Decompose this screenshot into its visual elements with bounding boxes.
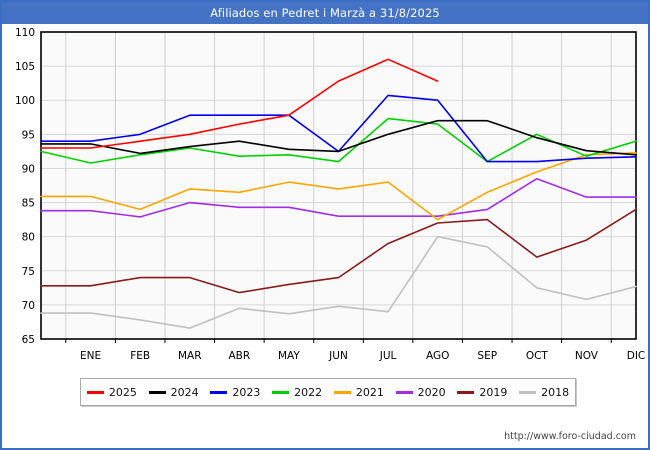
legend-item-2019[interactable]: 2019 xyxy=(457,386,507,399)
legend-item-2020[interactable]: 2020 xyxy=(395,385,446,399)
legend-label: 2024 xyxy=(170,385,199,399)
legend-swatch-icon xyxy=(86,390,104,394)
chart-title: Afiliados en Pedret i Marzà a 31/8/2025 xyxy=(210,6,440,20)
x-axis-tick-label: JUL xyxy=(379,350,397,362)
y-axis-tick-label: 85 xyxy=(22,198,35,210)
series-line-2019 xyxy=(40,208,637,294)
legend-swatch-icon xyxy=(395,390,413,394)
x-axis-tick-label: NOV xyxy=(575,350,599,362)
plot-area: FORO-CIUDAD.COM 65707580859095100105110E… xyxy=(2,24,648,364)
x-axis-tick-label: AGO xyxy=(426,350,449,362)
footer-url: http://www.foro-ciudad.com xyxy=(504,431,636,442)
legend-item-2024[interactable]: 2024 xyxy=(148,385,199,399)
x-axis-tick-label: MAR xyxy=(178,350,202,362)
x-axis-tick-label: DIC xyxy=(627,350,646,362)
legend-item-2018[interactable]: 2018 xyxy=(519,386,569,399)
y-axis-tick-label: 70 xyxy=(22,300,35,312)
y-axis-tick-label: 105 xyxy=(15,61,35,73)
legend-label: 2025 xyxy=(108,385,137,399)
legend-label: 2019 xyxy=(479,385,508,399)
x-axis-tick-label: MAY xyxy=(278,350,300,362)
legend-label: 2018 xyxy=(541,385,570,399)
chart-svg: 65 70 75 80 85 90 95 100 105 110 ENE FEB MAR ABR MAY JU… xyxy=(15,27,646,362)
legend-label: 2021 xyxy=(355,385,384,399)
legend-item-2022[interactable]: 2022 xyxy=(272,386,322,399)
legend-swatch-icon xyxy=(148,390,166,394)
legend-label: 2022 xyxy=(294,385,323,399)
x-axis-tick-label: ABR xyxy=(228,350,250,362)
series-line-2024 xyxy=(40,119,637,156)
legend-swatch-icon xyxy=(333,390,351,394)
y-axis-tick-label: 80 xyxy=(22,232,35,244)
series-line-2022 xyxy=(40,117,637,164)
x-axis-tick-label: JUN xyxy=(328,350,348,362)
series-line-2020 xyxy=(40,177,637,218)
x-axis-tick-label: ENE xyxy=(80,350,101,362)
legend-swatch-icon xyxy=(272,390,290,394)
series-line-2018 xyxy=(40,235,637,329)
window-titlebar: Afiliados en Pedret i Marzà a 31/8/2025 xyxy=(2,2,648,24)
y-axis-tick-label: 65 xyxy=(22,334,35,346)
legend-label: 2023 xyxy=(232,385,261,399)
plot-frame xyxy=(40,31,637,340)
series-line-2021 xyxy=(40,152,637,221)
legend-swatch-icon xyxy=(519,390,537,394)
y-axis-tick-label: 90 xyxy=(22,163,35,175)
y-axis-tick-label: 110 xyxy=(15,27,35,39)
series-line-2025 xyxy=(40,58,439,149)
legend-item-2025[interactable]: 2025 xyxy=(86,385,137,399)
legend-item-2021[interactable]: 2021 xyxy=(333,385,384,399)
x-axis-tick-label: SEP xyxy=(477,350,497,362)
x-axis-tick-label: OCT xyxy=(526,350,549,362)
legend-swatch-icon xyxy=(210,390,228,394)
legend-swatch-icon xyxy=(457,390,475,394)
plot-background xyxy=(41,32,636,339)
x-axis-tick-label: FEB xyxy=(130,350,150,362)
legend-item-2023[interactable]: 2023 xyxy=(210,386,260,399)
y-axis-tick-label: 100 xyxy=(15,95,35,107)
chart-legend: 2025 2024 2023 2022 2021 2020 2019 2018 xyxy=(80,378,576,406)
legend-label: 2020 xyxy=(417,385,446,399)
y-axis-tick-label: 75 xyxy=(22,266,35,278)
y-axis-tick-label: 95 xyxy=(22,129,35,141)
